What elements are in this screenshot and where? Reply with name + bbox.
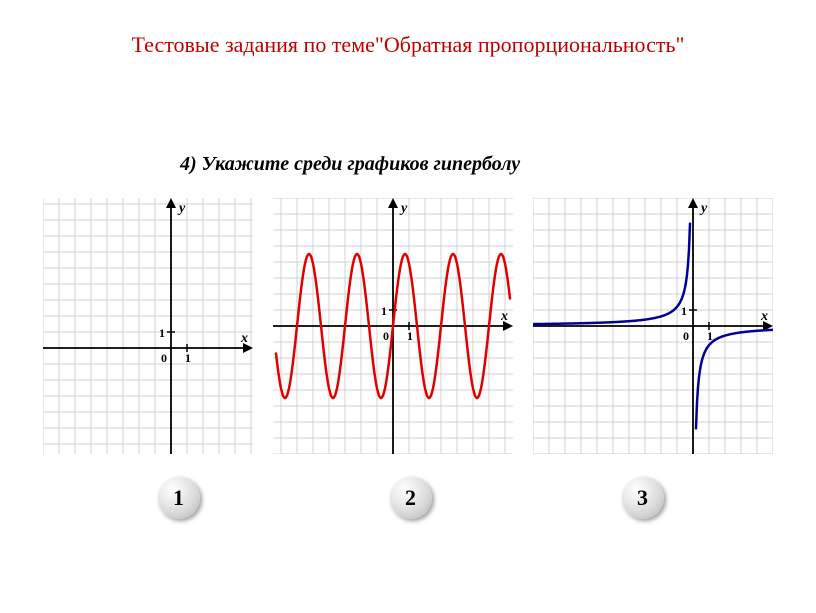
svg-text:0: 0 xyxy=(383,329,389,343)
chart-3-svg: 011xy xyxy=(533,198,773,454)
chart-3-hyperbola: 011xy xyxy=(533,198,773,459)
svg-text:y: y xyxy=(699,201,708,216)
chart-2-svg: 0 1 1 x y xyxy=(273,198,513,454)
svg-text:1: 1 xyxy=(185,351,191,365)
answer-button-2[interactable]: 2 xyxy=(390,477,432,519)
svg-text:x: x xyxy=(760,309,768,324)
svg-text:y: y xyxy=(399,201,408,216)
svg-text:1: 1 xyxy=(159,326,165,340)
chart-2-sine: 0 1 1 x y xyxy=(273,198,513,459)
question-text: 4) Укажите среди графиков гиперболу xyxy=(180,153,816,176)
answer-buttons-row: 1 2 3 xyxy=(0,477,816,519)
svg-text:x: x xyxy=(240,331,248,346)
svg-text:0: 0 xyxy=(161,351,167,365)
charts-row: 0 1 1 x y 0 1 1 x y 0 1 1 x y xyxy=(0,198,816,459)
chart-1-svg: 0 1 1 x y xyxy=(43,198,253,454)
answer-button-3[interactable]: 3 xyxy=(622,477,664,519)
svg-text:0: 0 xyxy=(683,329,689,343)
question-body: Укажите среди графиков гиперболу xyxy=(202,153,520,175)
answer-button-1[interactable]: 1 xyxy=(158,477,200,519)
chart-1-parabola: 0 1 1 x y xyxy=(43,198,253,459)
svg-text:1: 1 xyxy=(381,304,387,318)
svg-text:x: x xyxy=(500,309,508,324)
question-number: 4) xyxy=(180,153,197,175)
svg-text:y: y xyxy=(177,201,186,216)
page-title: Тестовые задания по теме"Обратная пропор… xyxy=(0,0,816,58)
svg-text:1: 1 xyxy=(407,329,413,343)
svg-text:1: 1 xyxy=(681,304,687,318)
